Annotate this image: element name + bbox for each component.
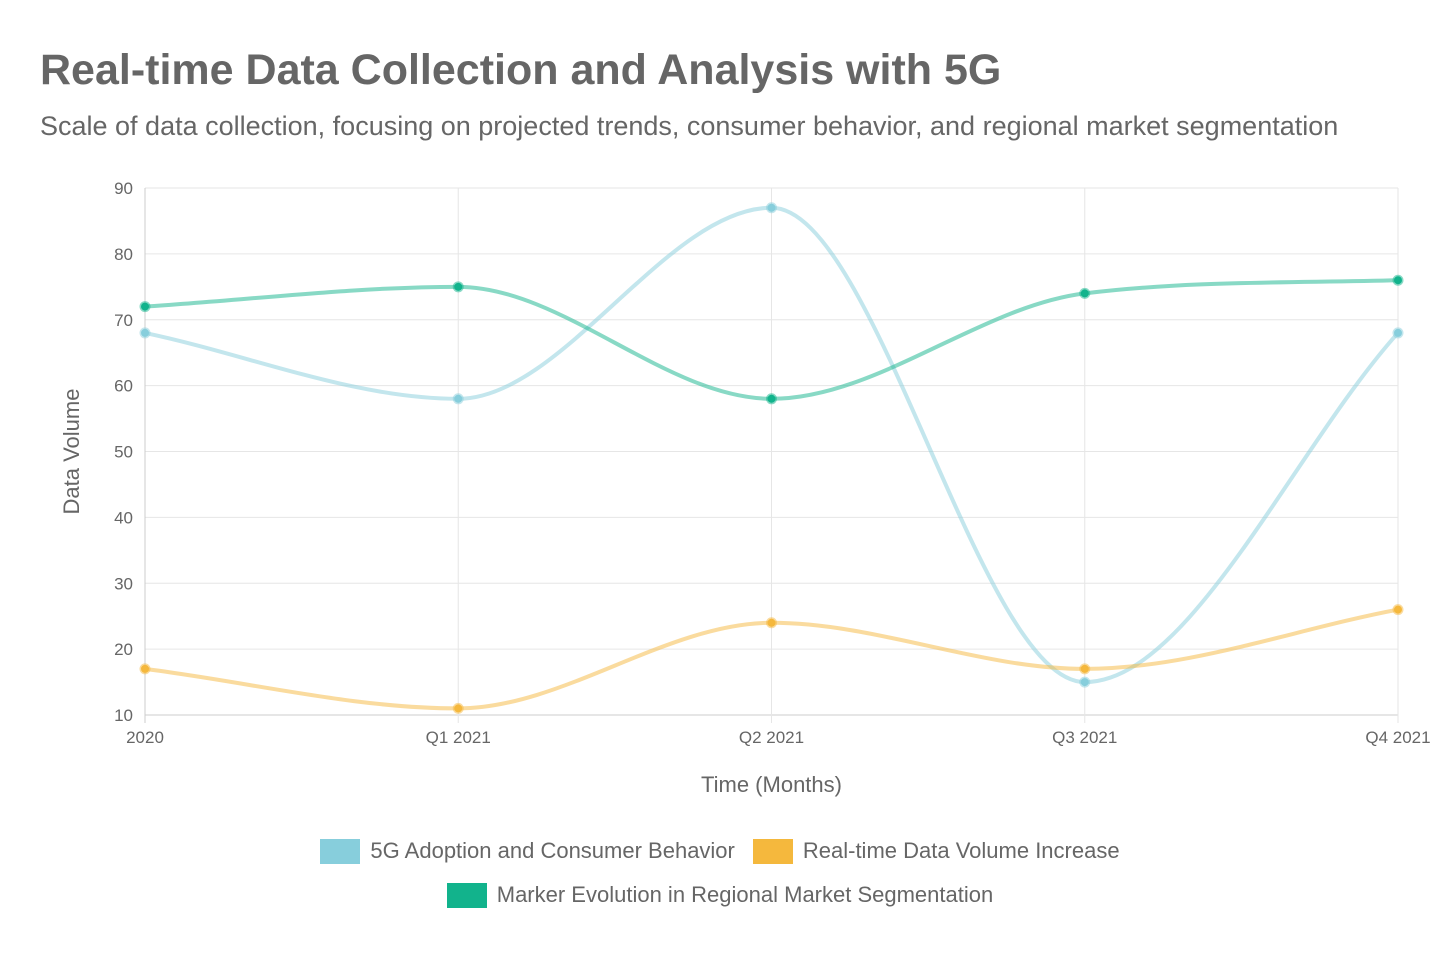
data-point-s3-1[interactable]: [139, 301, 151, 313]
x-axis-title: Time (Months): [701, 772, 842, 797]
axes: 10 20 30 40 50 60 70 80 90 2020 Q1 2021 Q2 2021 Q3 2…: [114, 179, 1431, 747]
y-tick-label: 90: [114, 179, 133, 198]
data-point-s1-5[interactable]: [1392, 327, 1404, 339]
data-point-s1-1[interactable]: [139, 327, 151, 339]
y-tick-label: 30: [114, 574, 133, 593]
legend-swatch: [320, 838, 361, 864]
data-point-s3-5[interactable]: [1392, 274, 1404, 286]
data-point-s2-5[interactable]: [1392, 604, 1404, 616]
x-tick-label: Q4 2021: [1365, 728, 1430, 747]
legend-swatch: [446, 882, 487, 908]
x-tick-label: Q1 2021: [426, 728, 491, 747]
data-point-s2-4[interactable]: [1079, 663, 1091, 675]
data-points: [139, 202, 1404, 714]
legend-item-1[interactable]: 5G Adoption and Consumer Behavior: [320, 838, 735, 864]
y-tick-label: 70: [114, 311, 133, 330]
legend-swatch: [752, 838, 793, 864]
data-point-s2-3[interactable]: [766, 617, 777, 629]
data-point-s3-4[interactable]: [1079, 287, 1091, 299]
y-tick-label: 50: [114, 443, 133, 462]
legend-item-2[interactable]: Real-time Data Volume Increase: [752, 838, 1120, 864]
y-tick-label: 80: [114, 245, 133, 264]
chart-subtitle: Scale of data collection, focusing on pr…: [40, 111, 1339, 141]
legend-label: Real-time Data Volume Increase: [802, 838, 1120, 863]
legend-row-2: Marker Evolution in Regional Market Segm…: [0, 882, 1440, 908]
x-tick-label: Q2 2021: [739, 728, 804, 747]
data-point-s1-2[interactable]: [452, 393, 464, 405]
series-line-1: [143, 205, 1400, 685]
data-point-s3-2[interactable]: [452, 281, 464, 293]
data-point-s2-1[interactable]: [139, 663, 151, 675]
legend-label: Marker Evolution in Regional Market Segm…: [496, 882, 994, 907]
x-tick-label: 2020: [126, 728, 164, 747]
y-axis-title: Data Volume: [59, 389, 84, 515]
legend: 5G Adoption and Consumer Behavior Real-ti…: [0, 838, 1440, 864]
y-tick-label: 10: [114, 706, 133, 725]
data-point-s1-4[interactable]: [1079, 676, 1091, 688]
y-tick-label: 40: [114, 508, 133, 527]
grid: [144, 187, 1399, 723]
chart-title: Real-time Data Collection and Analysis w…: [40, 46, 1002, 94]
data-point-s2-2[interactable]: [452, 702, 464, 714]
y-tick-label: 20: [114, 640, 133, 659]
legend-item-3[interactable]: Marker Evolution in Regional Market Segm…: [446, 882, 994, 908]
data-point-s3-3[interactable]: [766, 393, 777, 405]
y-tick-label: 60: [114, 377, 133, 396]
legend-label: 5G Adoption and Consumer Behavior: [370, 838, 735, 863]
x-tick-label: Q3 2021: [1052, 728, 1117, 747]
data-point-s1-3[interactable]: [766, 202, 777, 214]
